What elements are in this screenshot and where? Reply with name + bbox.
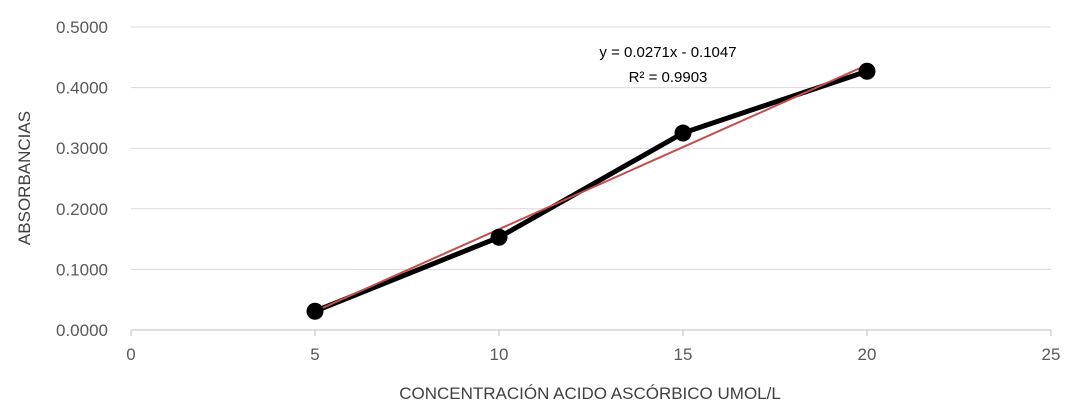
axes bbox=[130, 329, 1052, 336]
y-tick-labels: 0.0000 0.1000 0.2000 0.3000 0.4000 0.5000 bbox=[56, 18, 108, 340]
series bbox=[314, 68, 868, 314]
y-axis-title: ABSORBANCIAS bbox=[15, 111, 34, 245]
y-tick-label: 0.5000 bbox=[56, 18, 108, 37]
x-tick-label: 10 bbox=[490, 345, 509, 364]
y-tick-label: 0.1000 bbox=[56, 260, 108, 279]
data-point bbox=[306, 302, 324, 320]
trendline bbox=[314, 64, 868, 313]
x-tick-label: 0 bbox=[126, 345, 135, 364]
x-tick-label: 25 bbox=[1042, 345, 1061, 364]
series-line bbox=[314, 68, 868, 314]
x-tick-label: 5 bbox=[310, 345, 319, 364]
trendline-r-squared: R² = 0.9903 bbox=[629, 69, 708, 86]
y-tick-label: 0.2000 bbox=[56, 200, 108, 219]
data-point bbox=[858, 62, 876, 80]
data-point bbox=[674, 124, 692, 142]
y-tick-label: 0.0000 bbox=[56, 321, 108, 340]
grid bbox=[131, 26, 1051, 270]
trendline-group bbox=[314, 64, 868, 313]
data-point bbox=[490, 228, 508, 246]
x-tick-label: 15 bbox=[674, 345, 693, 364]
x-axis-title: CONCENTRACIÓN ACIDO ASCÓRBICO UMOL/L bbox=[399, 384, 781, 403]
x-tick-label: 20 bbox=[858, 345, 877, 364]
x-tick-labels: 0 5 10 15 20 25 bbox=[126, 345, 1060, 364]
markers bbox=[306, 62, 876, 320]
trendline-equation: y = 0.0271x - 0.1047 bbox=[599, 44, 736, 61]
y-tick-label: 0.4000 bbox=[56, 79, 108, 98]
y-tick-label: 0.3000 bbox=[56, 139, 108, 158]
